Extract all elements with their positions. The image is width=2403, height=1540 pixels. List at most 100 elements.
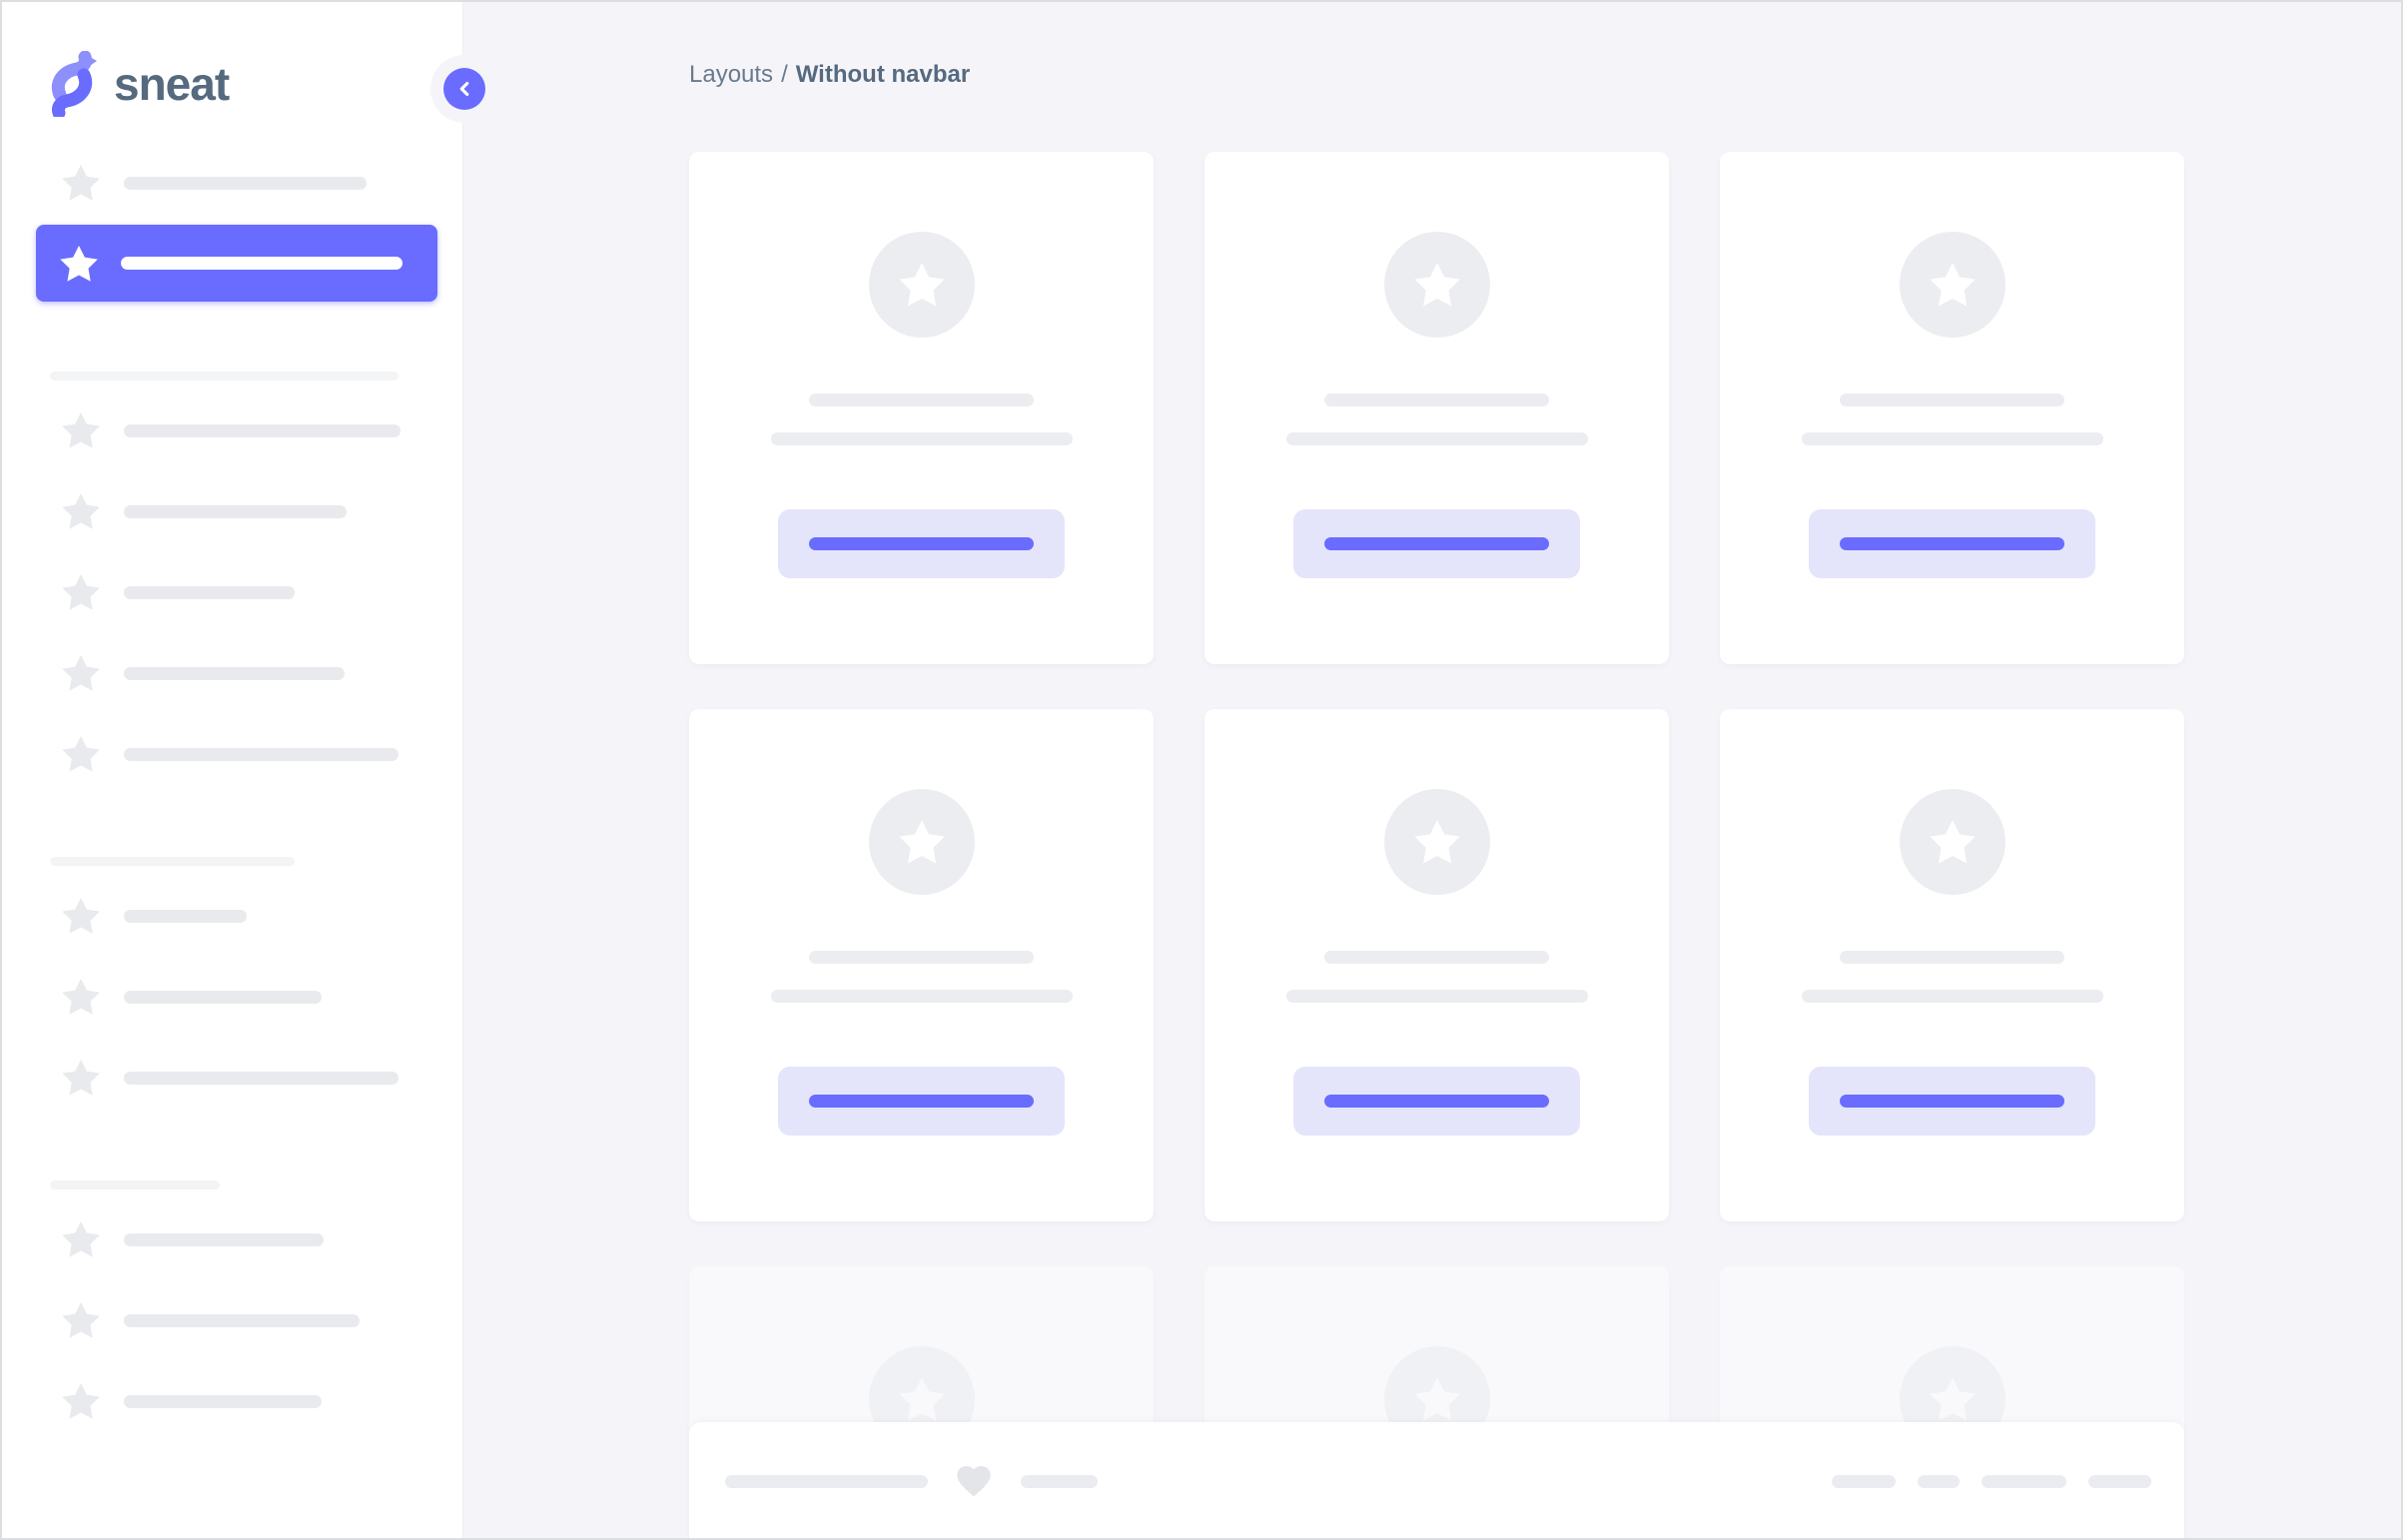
star-icon: [1929, 1377, 1976, 1421]
card-button[interactable]: [1293, 1067, 1580, 1136]
sidebar-item[interactable]: [36, 1054, 437, 1102]
star-icon: [1413, 263, 1460, 307]
footer-link-skeleton[interactable]: [1918, 1474, 1960, 1488]
sidebar-item-active[interactable]: [36, 225, 437, 302]
breadcrumb-separator: /: [781, 61, 788, 88]
star-icon: [1929, 263, 1976, 307]
breadcrumb: Layouts / Without navbar: [689, 60, 970, 90]
sidebar-item[interactable]: [36, 159, 437, 207]
star-icon: [62, 978, 100, 1015]
sidebar-item-label-skeleton: [124, 1232, 324, 1246]
card-title-skeleton: [809, 951, 1034, 964]
card-button-label-skeleton: [809, 1095, 1034, 1108]
sidebar: sneat: [2, 2, 485, 1538]
sidebar-item[interactable]: [36, 568, 437, 616]
card-title-skeleton: [809, 393, 1034, 406]
card-text-skeleton: [1801, 432, 2103, 445]
sidebar-item[interactable]: [36, 1215, 437, 1263]
placeholder-card: [1720, 709, 2184, 1221]
card-button[interactable]: [1293, 509, 1580, 578]
sidebar-item[interactable]: [36, 1377, 437, 1425]
sidebar-collapse-button[interactable]: [443, 68, 485, 110]
star-icon: [898, 820, 945, 864]
star-icon: [898, 1377, 945, 1421]
sidebar-item[interactable]: [36, 406, 437, 454]
placeholder-card: [1720, 152, 2184, 664]
card-button-label-skeleton: [1324, 1095, 1549, 1108]
sidebar-item-label-skeleton: [124, 1394, 322, 1408]
card-avatar-placeholder: [868, 232, 975, 338]
star-icon: [62, 735, 100, 772]
star-icon: [62, 897, 100, 934]
card-avatar-placeholder: [1899, 232, 2005, 338]
sidebar-item[interactable]: [36, 730, 437, 778]
footer-link-skeleton[interactable]: [1982, 1474, 2066, 1488]
card-button-label-skeleton: [1324, 537, 1549, 550]
card-title-skeleton: [1840, 393, 2064, 406]
sidebar-item-label-skeleton: [124, 990, 322, 1004]
sidebar-item-label-skeleton: [124, 747, 399, 761]
star-icon: [62, 1059, 100, 1096]
breadcrumb-parent[interactable]: Layouts: [689, 61, 774, 88]
footer-link-skeleton[interactable]: [2088, 1474, 2151, 1488]
placeholder-card: [689, 152, 1154, 664]
sidebar-item[interactable]: [36, 892, 437, 940]
app-logo-icon: [51, 51, 97, 117]
star-icon: [60, 245, 98, 282]
chevron-left-icon: [459, 81, 469, 97]
sidebar-item[interactable]: [36, 487, 437, 535]
placeholder-card: [1204, 152, 1669, 664]
placeholder-card: [1204, 709, 1669, 1221]
star-icon: [62, 654, 100, 691]
menu-section-divider: [50, 1180, 220, 1189]
card-title-skeleton: [1840, 951, 2064, 964]
star-icon: [62, 573, 100, 610]
card-avatar-placeholder: [1899, 789, 2005, 895]
card-button[interactable]: [778, 509, 1065, 578]
footer-content: [689, 1422, 2184, 1538]
sidebar-item[interactable]: [36, 649, 437, 697]
sidebar-item-label-skeleton: [124, 666, 345, 680]
card-text-skeleton: [1285, 432, 1588, 445]
sidebar-item-label-skeleton: [124, 423, 400, 437]
card-text-skeleton: [1801, 990, 2103, 1003]
star-icon: [1929, 820, 1976, 864]
card-title-skeleton: [1324, 393, 1549, 406]
sidebar-item-label-skeleton: [121, 257, 402, 270]
star-icon: [62, 492, 100, 529]
sidebar-item[interactable]: [36, 1296, 437, 1344]
sidebar-item-label-skeleton: [124, 504, 347, 518]
sidebar-item-label-skeleton: [124, 1313, 360, 1327]
app-name: sneat: [114, 58, 230, 110]
card-button[interactable]: [778, 1067, 1065, 1136]
sidebar-item-label-skeleton: [124, 585, 295, 599]
sidebar-menu: [36, 159, 437, 1458]
footer-links: [1832, 1474, 2151, 1488]
card-button[interactable]: [1809, 1067, 2095, 1136]
sidebar-item[interactable]: [36, 973, 437, 1021]
star-icon: [1413, 1377, 1460, 1421]
sidebar-item-label-skeleton: [124, 176, 367, 190]
menu-section-divider: [50, 857, 295, 866]
card-button-label-skeleton: [1840, 537, 2064, 550]
card-text-skeleton: [1285, 990, 1588, 1003]
footer-copyright-skeleton: [725, 1474, 928, 1488]
card-title-skeleton: [1324, 951, 1549, 964]
card-button-label-skeleton: [809, 537, 1034, 550]
footer: [689, 1422, 2184, 1538]
heart-icon: [957, 1466, 991, 1497]
footer-credit-skeleton: [1021, 1474, 1098, 1488]
card-button[interactable]: [1809, 509, 2095, 578]
star-icon: [898, 263, 945, 307]
card-button-label-skeleton: [1840, 1095, 2064, 1108]
footer-link-skeleton[interactable]: [1832, 1474, 1896, 1488]
breadcrumb-current: Without navbar: [795, 61, 971, 88]
card-text-skeleton: [770, 432, 1073, 445]
card-avatar-placeholder: [868, 789, 975, 895]
menu-section-divider: [50, 372, 399, 381]
star-icon: [1413, 820, 1460, 864]
star-icon: [62, 1301, 100, 1338]
placeholder-card: [689, 709, 1154, 1221]
brand: sneat: [48, 50, 230, 118]
